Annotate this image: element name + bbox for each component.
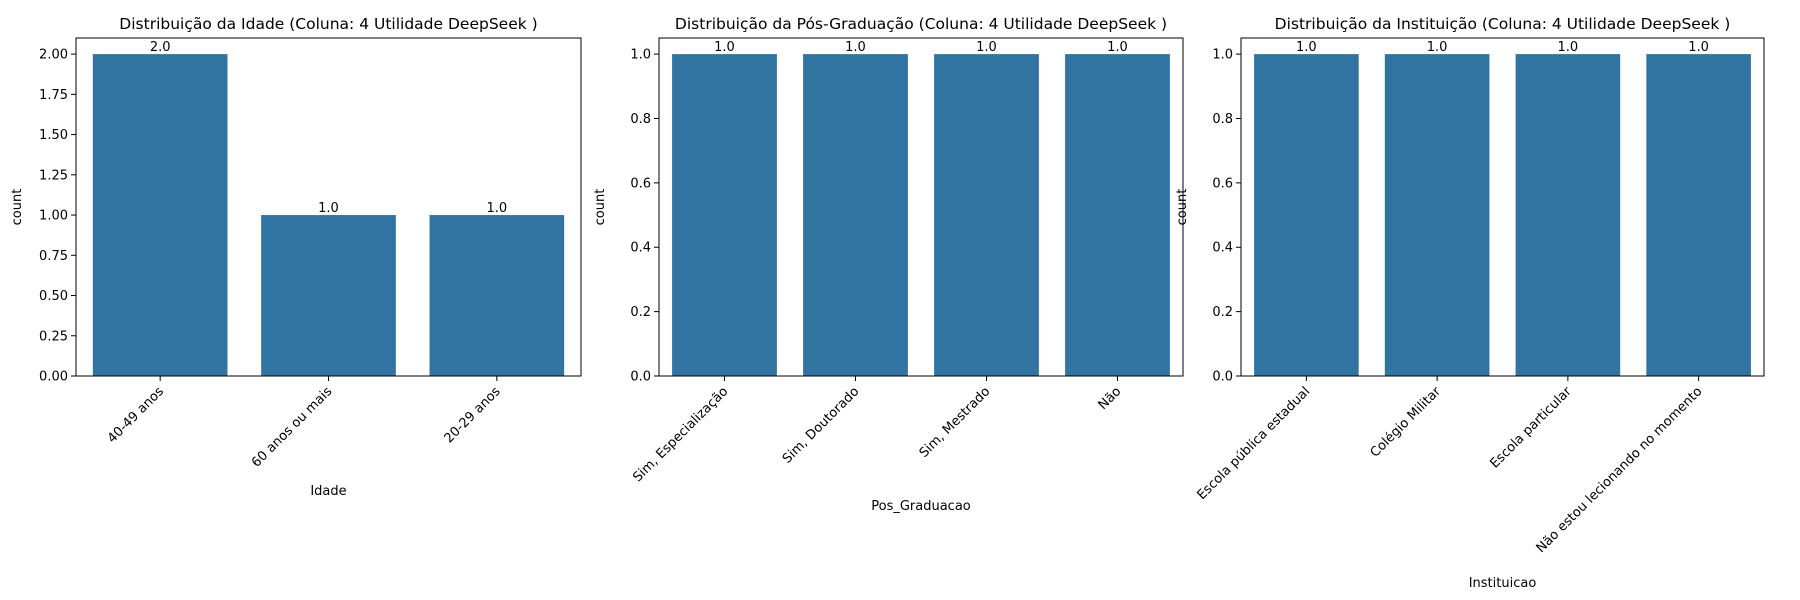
x-axis-label: Idade bbox=[310, 484, 346, 499]
chart-title: Distribuição da Instituição (Coluna: 4 U… bbox=[1275, 15, 1731, 33]
y-tick-label: 1.50 bbox=[39, 128, 68, 143]
y-tick-label: 1.00 bbox=[39, 209, 68, 224]
data-label: 1.0 bbox=[714, 40, 735, 55]
bar-2-1 bbox=[672, 54, 777, 376]
axes-frame bbox=[658, 37, 1184, 377]
x-tick-label: Colégio Militar bbox=[1368, 384, 1445, 461]
y-tick-label: 0.6 bbox=[1212, 176, 1233, 191]
bar-3-1 bbox=[1254, 54, 1359, 376]
data-label: 1.0 bbox=[1107, 40, 1128, 55]
chart-title: Distribuição da Pós-Graduação (Coluna: 4… bbox=[675, 15, 1167, 33]
chart-panel-1: 2.0 1.0 1.0 0.00 0.25 0.50 0.75 1.00 1.25 1.50 1.7… bbox=[10, 15, 582, 499]
y-tick-label: 0.0 bbox=[630, 370, 651, 385]
bar-2-4 bbox=[1065, 54, 1170, 376]
chart-panel-3: 1.0 1.0 1.0 1.0 0.0 0.2 0.4 0.6 0.8 1.0 Escola púb… bbox=[1175, 15, 1765, 591]
x-tick-label: 20-29 anos bbox=[442, 384, 504, 446]
y-tick-label: 0.25 bbox=[39, 329, 68, 344]
bar-3-4 bbox=[1646, 54, 1751, 376]
x-tick-label: Sim, Mestrado bbox=[917, 384, 994, 461]
data-label: 1.0 bbox=[318, 201, 339, 216]
y-tick-label: 0.8 bbox=[1212, 112, 1233, 127]
x-tick-label: Escola particular bbox=[1487, 384, 1575, 472]
y-tick-label: 0.8 bbox=[630, 112, 651, 127]
bar-1-1 bbox=[92, 54, 228, 376]
y-tick-label: 1.0 bbox=[1212, 48, 1233, 63]
data-label: 1.0 bbox=[1427, 40, 1448, 55]
bar-2-2 bbox=[803, 54, 908, 376]
data-label: 1.0 bbox=[486, 201, 507, 216]
bar-1-2 bbox=[261, 215, 396, 376]
y-axis-label: count bbox=[10, 189, 25, 226]
y-tick-label: 0.0 bbox=[1212, 370, 1233, 385]
y-tick-label: 0.4 bbox=[630, 241, 651, 256]
x-axis-label: Instituicao bbox=[1469, 576, 1537, 591]
x-tick-label: Não bbox=[1096, 384, 1125, 413]
y-tick-label: 0.2 bbox=[630, 305, 651, 320]
chart-panel-2: 1.0 1.0 1.0 1.0 0.0 0.2 0.4 0.6 0.8 1.0 Sim, Espec… bbox=[593, 15, 1184, 514]
y-tick-label: 1.25 bbox=[39, 168, 68, 183]
x-tick-label: 60 anos ou mais bbox=[249, 384, 335, 470]
data-label: 1.0 bbox=[1558, 40, 1579, 55]
y-tick-label: 1.0 bbox=[630, 48, 651, 63]
x-tick-label: 40-49 anos bbox=[105, 384, 167, 446]
y-tick-label: 0.4 bbox=[1212, 241, 1233, 256]
x-tick-label: Escola pública estadual bbox=[1194, 384, 1313, 503]
y-tick-label: 1.75 bbox=[39, 88, 68, 103]
data-label: 1.0 bbox=[845, 40, 866, 55]
x-axis-label: Pos_Graduacao bbox=[871, 499, 971, 514]
y-tick-label: 0.00 bbox=[39, 370, 68, 385]
x-tick-label: Sim, Especialização bbox=[630, 384, 731, 485]
bar-2-3 bbox=[934, 54, 1039, 376]
y-tick-label: 0.2 bbox=[1212, 305, 1233, 320]
data-label: 1.0 bbox=[1296, 40, 1317, 55]
y-axis-label: count bbox=[593, 189, 608, 226]
axes-frame bbox=[1240, 37, 1765, 377]
y-tick-label: 2.00 bbox=[39, 48, 68, 63]
data-label: 1.0 bbox=[976, 40, 997, 55]
chart-title: Distribuição da Idade (Coluna: 4 Utilida… bbox=[119, 15, 537, 33]
bar-3-2 bbox=[1384, 54, 1490, 376]
y-tick-label: 0.50 bbox=[39, 289, 68, 304]
bar-1-3 bbox=[429, 215, 565, 376]
y-axis-label: count bbox=[1175, 189, 1190, 226]
data-label: 1.0 bbox=[1688, 40, 1709, 55]
y-tick-label: 0.75 bbox=[39, 249, 68, 264]
x-tick-label: Sim, Doutorado bbox=[780, 384, 862, 466]
data-label: 2.0 bbox=[150, 40, 171, 55]
y-tick-label: 0.6 bbox=[630, 176, 651, 191]
bar-3-3 bbox=[1515, 54, 1621, 376]
